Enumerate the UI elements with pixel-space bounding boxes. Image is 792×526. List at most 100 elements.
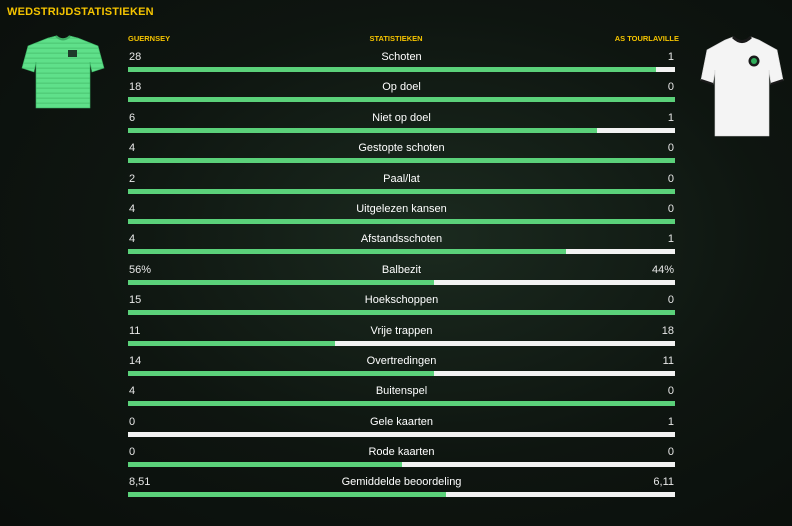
stat-row: 18 Op doel 0 — [128, 78, 675, 108]
away-bar-fill — [596, 127, 675, 133]
away-value: 1 — [667, 415, 674, 428]
away-bar-fill — [335, 340, 675, 346]
away-team-header: AS TOURLAVILLE — [614, 34, 679, 43]
home-value: 4 — [129, 142, 136, 155]
stat-label: Op doel — [382, 81, 421, 94]
home-value: 56% — [129, 263, 152, 276]
stat-row: 56% Balbezit 44% — [128, 261, 675, 291]
home-bar-fill — [128, 249, 566, 255]
comparison-bar — [128, 127, 675, 133]
away-kit-icon — [697, 34, 787, 143]
stats-table: 28 Schoten 1 18 Op doel 0 6 Niet op doel 1 4 Gesto… — [128, 48, 675, 504]
away-bar-fill — [128, 431, 675, 437]
home-value: 15 — [129, 294, 142, 307]
stat-label: Balbezit — [381, 263, 422, 276]
home-value: 0 — [129, 446, 136, 459]
away-value: 1 — [667, 51, 674, 63]
home-bar-fill — [128, 97, 675, 103]
home-bar-fill — [128, 188, 675, 194]
home-bar-fill — [128, 67, 657, 72]
home-value: 4 — [129, 202, 136, 215]
stat-row: 11 Vrije trappen 18 — [128, 322, 675, 352]
panel-title: WEDSTRIJDSTATISTIEKEN — [7, 6, 154, 18]
away-value: 0 — [667, 81, 674, 94]
stat-label: Uitgelezen kansen — [356, 202, 447, 215]
home-value: 18 — [129, 81, 142, 94]
stat-row: 0 Rode kaarten 0 — [128, 443, 675, 473]
comparison-bar — [128, 188, 675, 194]
comparison-bar — [128, 218, 675, 224]
stat-label: Gemiddelde beoordeling — [341, 476, 462, 489]
stat-row: 4 Afstandsschoten 1 — [128, 230, 675, 260]
home-value: 8,51 — [129, 476, 151, 489]
stat-row: 6 Niet op doel 1 — [128, 109, 675, 139]
stat-label: Overtredingen — [366, 354, 437, 367]
home-value: 2 — [129, 172, 136, 185]
home-bar-fill — [128, 158, 675, 164]
home-value: 28 — [129, 51, 142, 63]
stat-row: 2 Paal/lat 0 — [128, 170, 675, 200]
comparison-bar — [128, 158, 675, 164]
stat-label: Niet op doel — [372, 111, 431, 124]
away-bar-fill — [656, 67, 675, 72]
home-kit-icon — [18, 34, 108, 115]
stat-row: 4 Buitenspel 0 — [128, 382, 675, 412]
home-value: 0 — [129, 415, 136, 428]
stat-label: Schoten — [381, 51, 422, 63]
comparison-bar — [128, 97, 675, 103]
comparison-bar — [128, 67, 675, 72]
away-value: 6,11 — [653, 476, 674, 489]
home-bar-fill — [128, 370, 435, 376]
stat-row: 14 Overtredingen 11 — [128, 352, 675, 382]
home-bar-fill — [128, 492, 447, 498]
stat-row: 0 Gele kaarten 1 — [128, 413, 675, 443]
comparison-bar — [128, 340, 675, 346]
home-bar-fill — [128, 127, 597, 133]
stat-label: Hoekschoppen — [364, 294, 439, 307]
comparison-bar — [128, 279, 675, 285]
stat-column-header: STATISTIEKEN — [369, 34, 423, 43]
home-value: 6 — [129, 111, 136, 124]
stat-label: Vrije trappen — [370, 324, 433, 337]
away-bar-fill — [565, 249, 675, 255]
comparison-bar — [128, 310, 675, 316]
away-value: 0 — [667, 294, 674, 307]
away-value: 0 — [667, 142, 674, 155]
comparison-bar — [128, 462, 675, 468]
stat-label: Gele kaarten — [370, 415, 433, 428]
away-value: 0 — [667, 385, 674, 398]
stat-row: 28 Schoten 1 — [128, 48, 675, 78]
away-value: 0 — [667, 202, 674, 215]
home-value: 11 — [129, 324, 141, 337]
home-bar-fill — [128, 218, 675, 224]
stat-row: 15 Hoekschoppen 0 — [128, 291, 675, 321]
away-value: 1 — [667, 111, 674, 124]
home-value: 4 — [129, 385, 136, 398]
stat-row: 8,51 Gemiddelde beoordeling 6,11 — [128, 473, 675, 503]
home-bar-fill — [128, 462, 402, 468]
stat-label: Buitenspel — [375, 385, 428, 398]
away-bar-fill — [446, 492, 675, 498]
away-value: 11 — [662, 354, 674, 367]
comparison-bar — [128, 431, 675, 437]
away-bar-fill — [434, 370, 675, 376]
comparison-bar — [128, 249, 675, 255]
home-bar-fill — [128, 279, 435, 285]
stat-label: Afstandsschoten — [360, 233, 443, 246]
away-value: 0 — [667, 172, 674, 185]
stat-row: 4 Gestopte schoten 0 — [128, 139, 675, 169]
home-bar-fill — [128, 340, 336, 346]
home-bar-fill — [128, 310, 675, 316]
home-value: 14 — [129, 354, 142, 367]
stat-label: Paal/lat — [383, 172, 420, 185]
away-value: 18 — [661, 324, 674, 337]
away-value: 44% — [651, 263, 674, 276]
away-value: 1 — [667, 233, 674, 246]
comparison-bar — [128, 492, 675, 498]
stat-label: Rode kaarten — [368, 446, 435, 459]
comparison-bar — [128, 401, 675, 407]
comparison-bar — [128, 370, 675, 376]
home-value: 4 — [129, 233, 136, 246]
away-value: 0 — [667, 446, 674, 459]
away-bar-fill — [401, 462, 675, 468]
